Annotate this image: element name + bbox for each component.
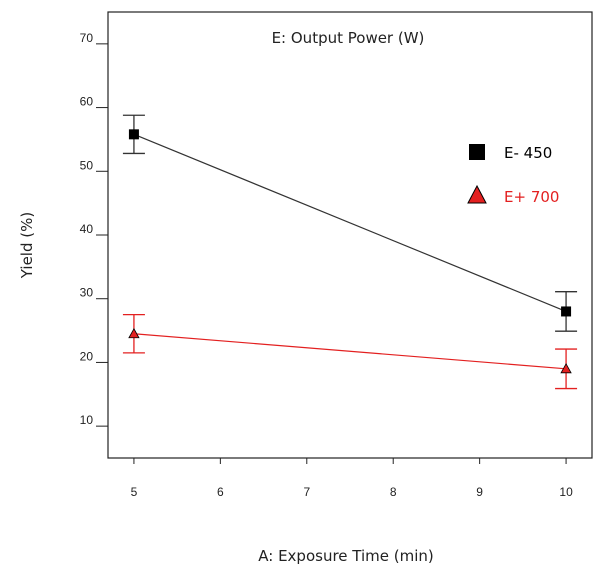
data-point-square [561, 306, 572, 317]
y-tick-label: 10 [80, 413, 94, 427]
y-tick-label: 30 [80, 286, 94, 300]
y-tick-label: 60 [80, 95, 94, 109]
x-tick-label: 10 [559, 485, 573, 499]
data-point-square [128, 129, 139, 140]
series-e-plus-700 [122, 313, 578, 390]
legend-item: E+ 700 [467, 184, 559, 206]
legend-marker-square [469, 144, 485, 160]
legend: E- 450 E+ 700 [467, 144, 559, 206]
series-line [133, 333, 567, 370]
data-point-triangle [560, 362, 572, 374]
y-axis: 10 20 30 40 50 60 70 [80, 31, 108, 427]
x-tick-label: 9 [476, 485, 483, 499]
x-tick-label: 8 [390, 485, 397, 499]
x-tick-label: 7 [303, 485, 310, 499]
y-tick-label: 70 [80, 31, 94, 45]
legend-label: E+ 700 [504, 188, 559, 206]
series-line [133, 133, 567, 313]
y-tick-label: 40 [80, 222, 94, 236]
x-tick-label: 6 [217, 485, 224, 499]
legend-label: E- 450 [504, 144, 552, 162]
x-axis-title: A: Exposure Time (min) [258, 547, 434, 565]
plot-frame [107, 11, 593, 459]
legend-marker-triangle [467, 184, 487, 204]
series-e-minus-450 [122, 114, 578, 332]
x-axis: 5 6 7 8 9 10 [131, 458, 573, 499]
data-point-triangle [128, 327, 140, 339]
y-tick-label: 50 [80, 158, 94, 172]
y-tick-label: 20 [80, 349, 94, 363]
plot-title: E: Output Power (W) [272, 29, 425, 47]
legend-item: E- 450 [469, 144, 552, 162]
series-layer [122, 114, 578, 390]
x-tick-label: 5 [131, 485, 138, 499]
y-axis-title: Yield (%) [18, 212, 36, 279]
